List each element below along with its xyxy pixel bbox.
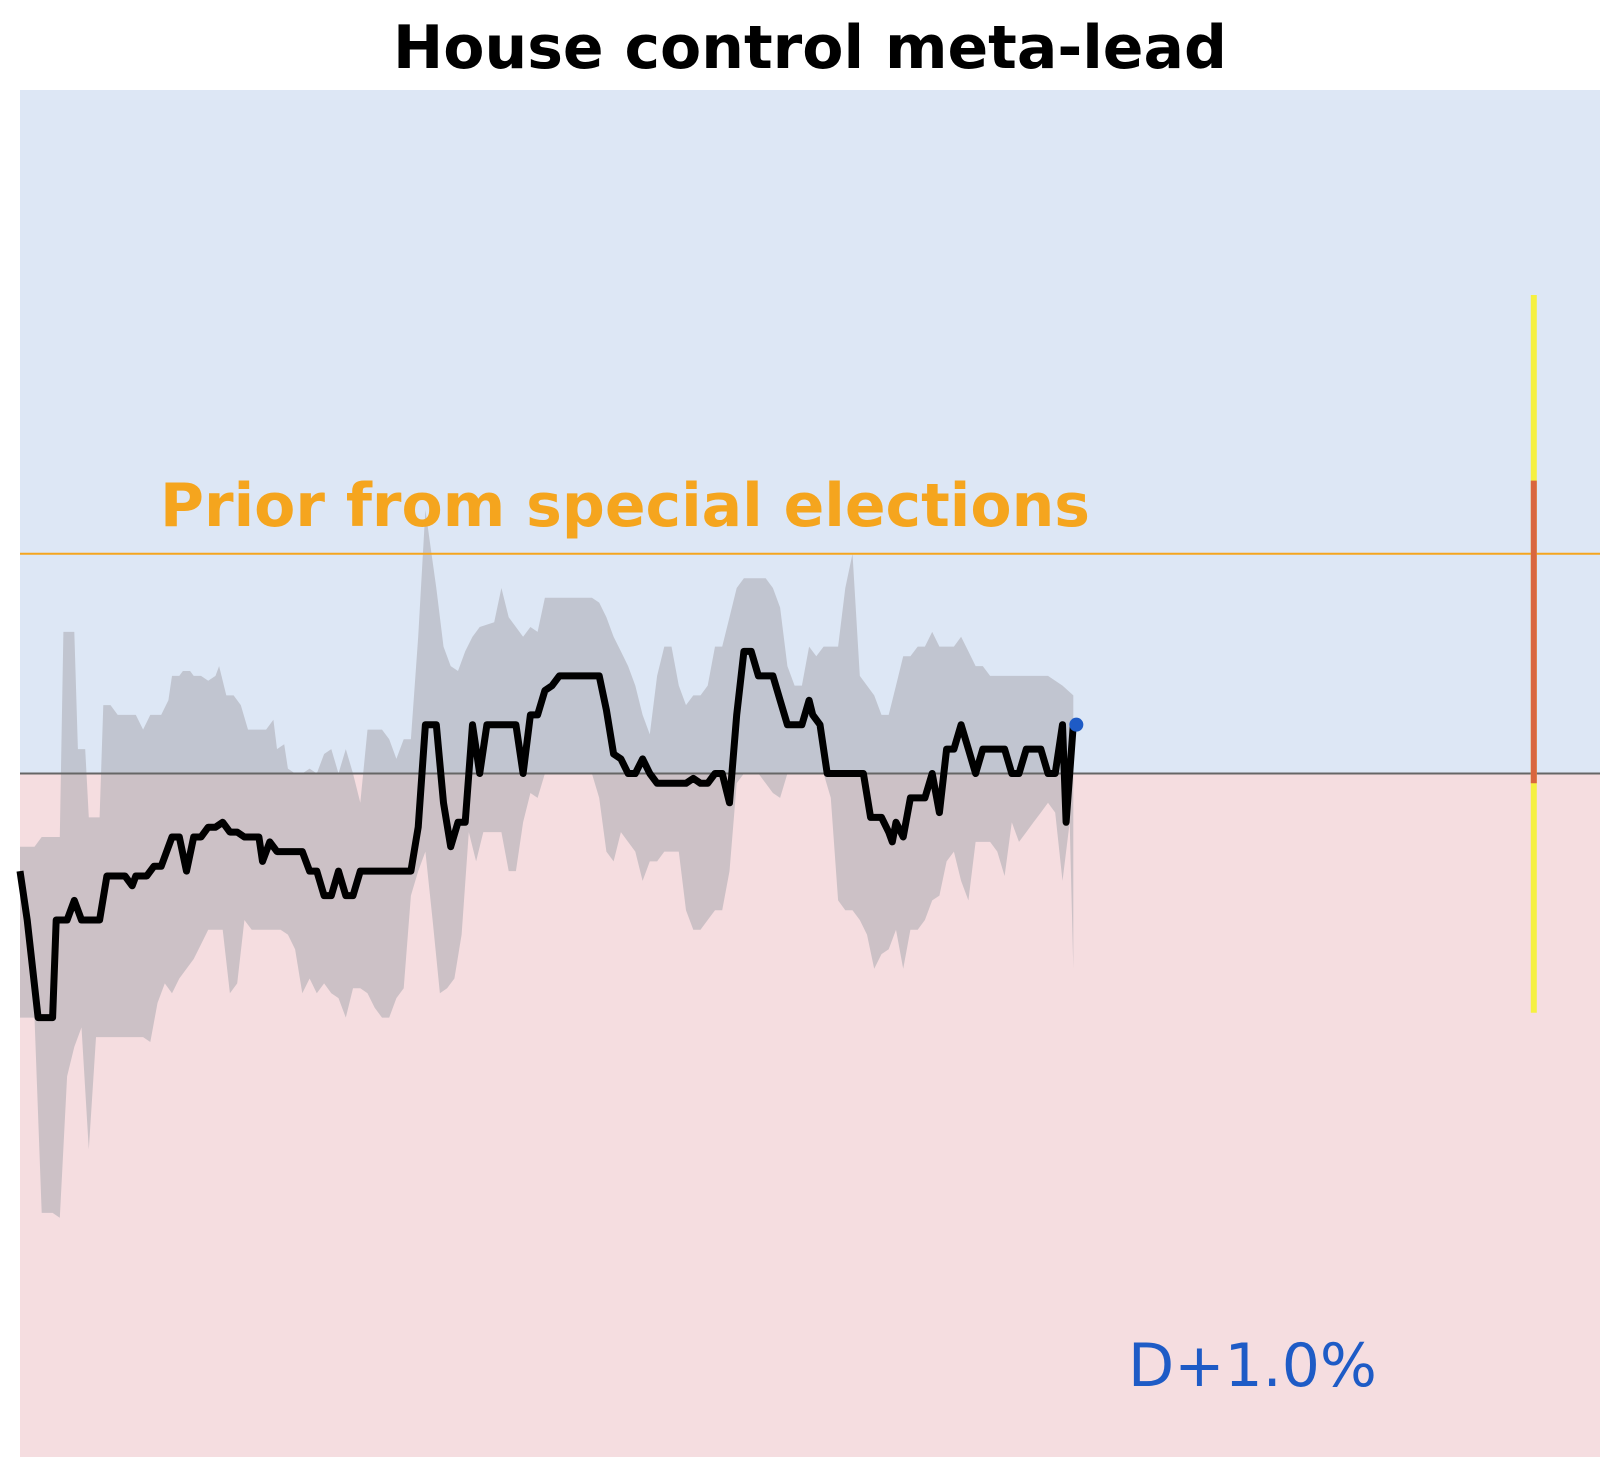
chart-title: House control meta-lead: [393, 13, 1227, 83]
prior-label: Prior from special elections: [160, 471, 1090, 541]
uncertainty-band: [20, 509, 1074, 1218]
meta-lead-line: [16, 647, 1077, 1022]
plot-area: Prior from special elections D+1.0%: [16, 90, 1600, 1457]
current-lead-label: D+1.0%: [1128, 1331, 1377, 1401]
current-point: [1069, 717, 1084, 732]
